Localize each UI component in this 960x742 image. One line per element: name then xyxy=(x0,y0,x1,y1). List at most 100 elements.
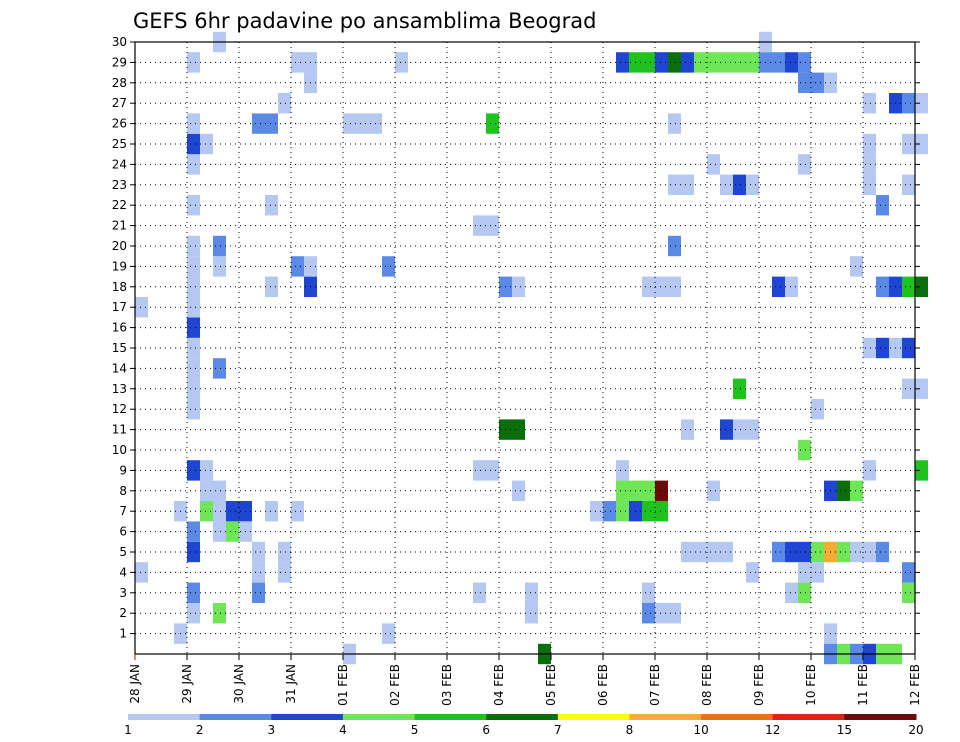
precip-cell xyxy=(902,582,915,603)
precip-cell xyxy=(720,419,733,440)
precip-cell xyxy=(902,562,915,583)
y-tick-label: 2 xyxy=(119,606,127,620)
precip-cell xyxy=(746,562,759,583)
precip-cell xyxy=(382,623,395,644)
precip-cell xyxy=(356,113,369,134)
precip-cell xyxy=(733,52,746,73)
precip-cell xyxy=(213,501,226,522)
precip-cell xyxy=(863,154,876,175)
precip-cell xyxy=(252,562,265,583)
precip-cell xyxy=(590,501,603,522)
x-tick-label: 04 FEB xyxy=(492,664,506,706)
y-tick-label: 11 xyxy=(112,423,127,437)
precip-cell xyxy=(642,603,655,624)
precip-cell xyxy=(902,378,915,399)
precip-cell xyxy=(187,317,200,338)
precip-cell xyxy=(707,52,720,73)
precip-cell xyxy=(798,562,811,583)
legend-swatch xyxy=(414,714,487,720)
chart-title: GEFS 6hr padavine po ansamblima Beograd xyxy=(133,9,596,33)
precip-cell xyxy=(785,582,798,603)
precip-cell xyxy=(265,501,278,522)
y-tick-label: 4 xyxy=(119,565,127,579)
axes: 1234567891011121314151617181920212223242… xyxy=(112,35,922,706)
precip-cell xyxy=(902,174,915,195)
precip-cell xyxy=(512,276,525,297)
y-tick-label: 28 xyxy=(112,76,127,90)
precip-cell xyxy=(902,337,915,359)
precip-cell xyxy=(642,501,655,522)
y-tick-label: 18 xyxy=(112,280,127,294)
precip-cell xyxy=(252,113,265,134)
precip-cell xyxy=(876,195,889,216)
y-tick-label: 29 xyxy=(112,55,127,69)
y-tick-label: 27 xyxy=(112,96,127,110)
y-tick-label: 30 xyxy=(112,35,127,49)
precip-cell xyxy=(187,337,200,359)
precip-cell xyxy=(668,603,681,624)
precip-cell xyxy=(213,521,226,542)
precip-cell xyxy=(811,399,824,420)
precip-cell xyxy=(187,297,200,318)
y-tick-label: 15 xyxy=(112,341,127,355)
grid-lines xyxy=(135,42,915,654)
precip-cell xyxy=(265,276,278,297)
precip-cell xyxy=(213,358,226,379)
precip-cell xyxy=(512,419,525,440)
precip-cell xyxy=(707,154,720,175)
legend-label: 3 xyxy=(267,723,275,737)
heatmap-cells xyxy=(135,31,928,665)
x-tick-label: 08 FEB xyxy=(700,664,714,706)
y-tick-label: 22 xyxy=(112,198,127,212)
precip-cell xyxy=(798,72,811,93)
legend-label: 7 xyxy=(554,723,562,737)
precip-cell xyxy=(681,174,694,195)
y-tick-label: 1 xyxy=(119,627,127,641)
precip-cell xyxy=(668,235,681,257)
x-tick-label: 02 FEB xyxy=(388,664,402,706)
y-tick-label: 19 xyxy=(112,259,127,273)
precip-cell xyxy=(642,276,655,297)
precip-cell xyxy=(720,52,733,73)
legend-swatch xyxy=(844,714,917,720)
x-tick-label: 12 FEB xyxy=(908,664,922,706)
precip-cell xyxy=(655,276,668,297)
legend-label: 2 xyxy=(196,723,204,737)
x-tick-label: 28 JAN xyxy=(128,664,142,704)
precip-cell xyxy=(135,562,148,583)
precip-cell xyxy=(785,52,798,73)
legend-swatch xyxy=(701,714,774,720)
precip-cell xyxy=(616,501,629,522)
precip-cell xyxy=(213,256,226,277)
precip-cell xyxy=(473,582,486,603)
precip-cell xyxy=(733,174,746,195)
precip-cell xyxy=(252,541,265,563)
x-tick-label: 06 FEB xyxy=(596,664,610,706)
legend-swatch xyxy=(128,714,201,720)
y-tick-label: 8 xyxy=(119,484,127,498)
y-tick-label: 25 xyxy=(112,137,127,151)
precip-cell xyxy=(525,603,538,624)
precip-cell xyxy=(837,541,850,563)
y-tick-label: 26 xyxy=(112,117,127,131)
precip-cell xyxy=(278,93,291,114)
precip-cell xyxy=(291,256,304,277)
precip-cell xyxy=(486,460,499,481)
precip-cell xyxy=(187,276,200,297)
y-tick-label: 6 xyxy=(119,525,127,539)
precip-cell xyxy=(863,541,876,563)
precip-cell xyxy=(187,195,200,216)
precip-cell xyxy=(863,174,876,195)
legend-label: 1 xyxy=(124,723,132,737)
precip-cell xyxy=(850,480,863,501)
precip-cell xyxy=(252,582,265,603)
precip-cell xyxy=(772,52,785,73)
legend-swatch xyxy=(772,714,845,720)
y-tick-label: 24 xyxy=(112,157,127,171)
y-tick-label: 16 xyxy=(112,321,127,335)
x-tick-label: 05 FEB xyxy=(544,664,558,706)
precip-cell xyxy=(655,603,668,624)
precip-cell xyxy=(850,256,863,277)
precip-cell xyxy=(655,501,668,522)
